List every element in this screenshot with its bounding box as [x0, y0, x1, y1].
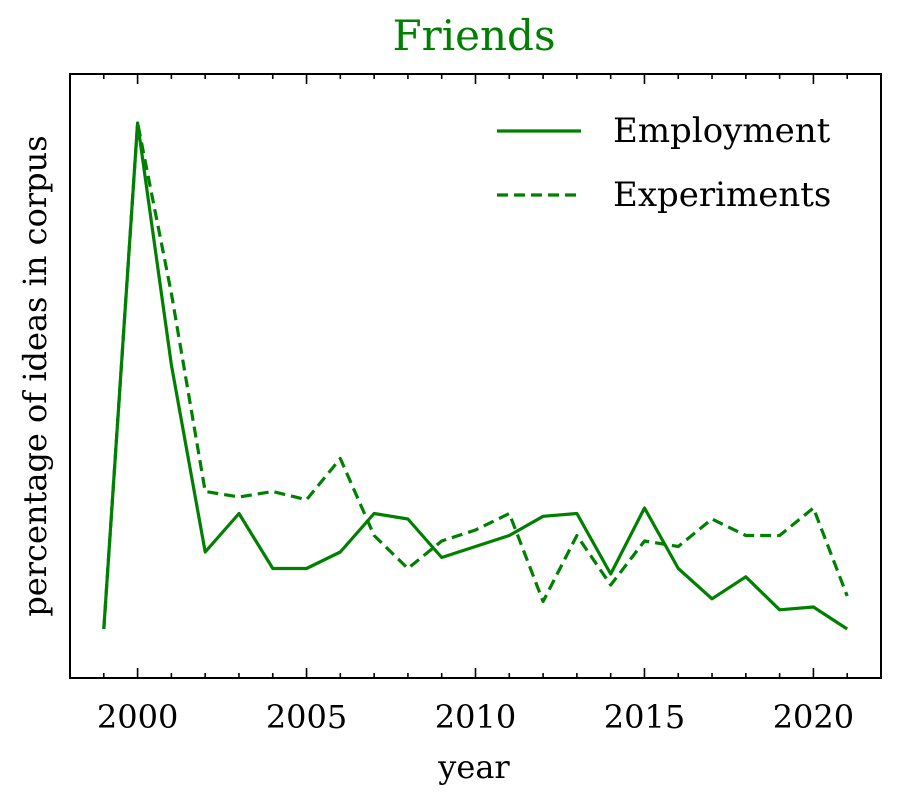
- legend: Employment Experiments: [497, 111, 831, 215]
- plot-area-frame: [69, 73, 882, 679]
- x-tick-label: 2010: [435, 698, 516, 736]
- y-axis-label: percentage of ideas in corpus: [16, 135, 54, 616]
- x-tick-label: 2005: [266, 698, 347, 736]
- legend-label-employment: Employment: [613, 111, 831, 151]
- x-tick-label: 2015: [604, 698, 685, 736]
- series-line-experiments: [102, 121, 849, 630]
- x-axis-label: year: [437, 748, 510, 786]
- x-tick-label: 2020: [773, 698, 854, 736]
- series-lines: [102, 121, 849, 631]
- series-line-employment: [102, 121, 849, 631]
- x-tick-labels: 2000 2005 2010 2015 2020: [97, 698, 854, 736]
- x-tick-label: 2000: [97, 698, 178, 736]
- chart-title: Friends: [393, 11, 556, 60]
- axis-ticks: [69, 74, 882, 678]
- legend-label-experiments: Experiments: [613, 175, 831, 215]
